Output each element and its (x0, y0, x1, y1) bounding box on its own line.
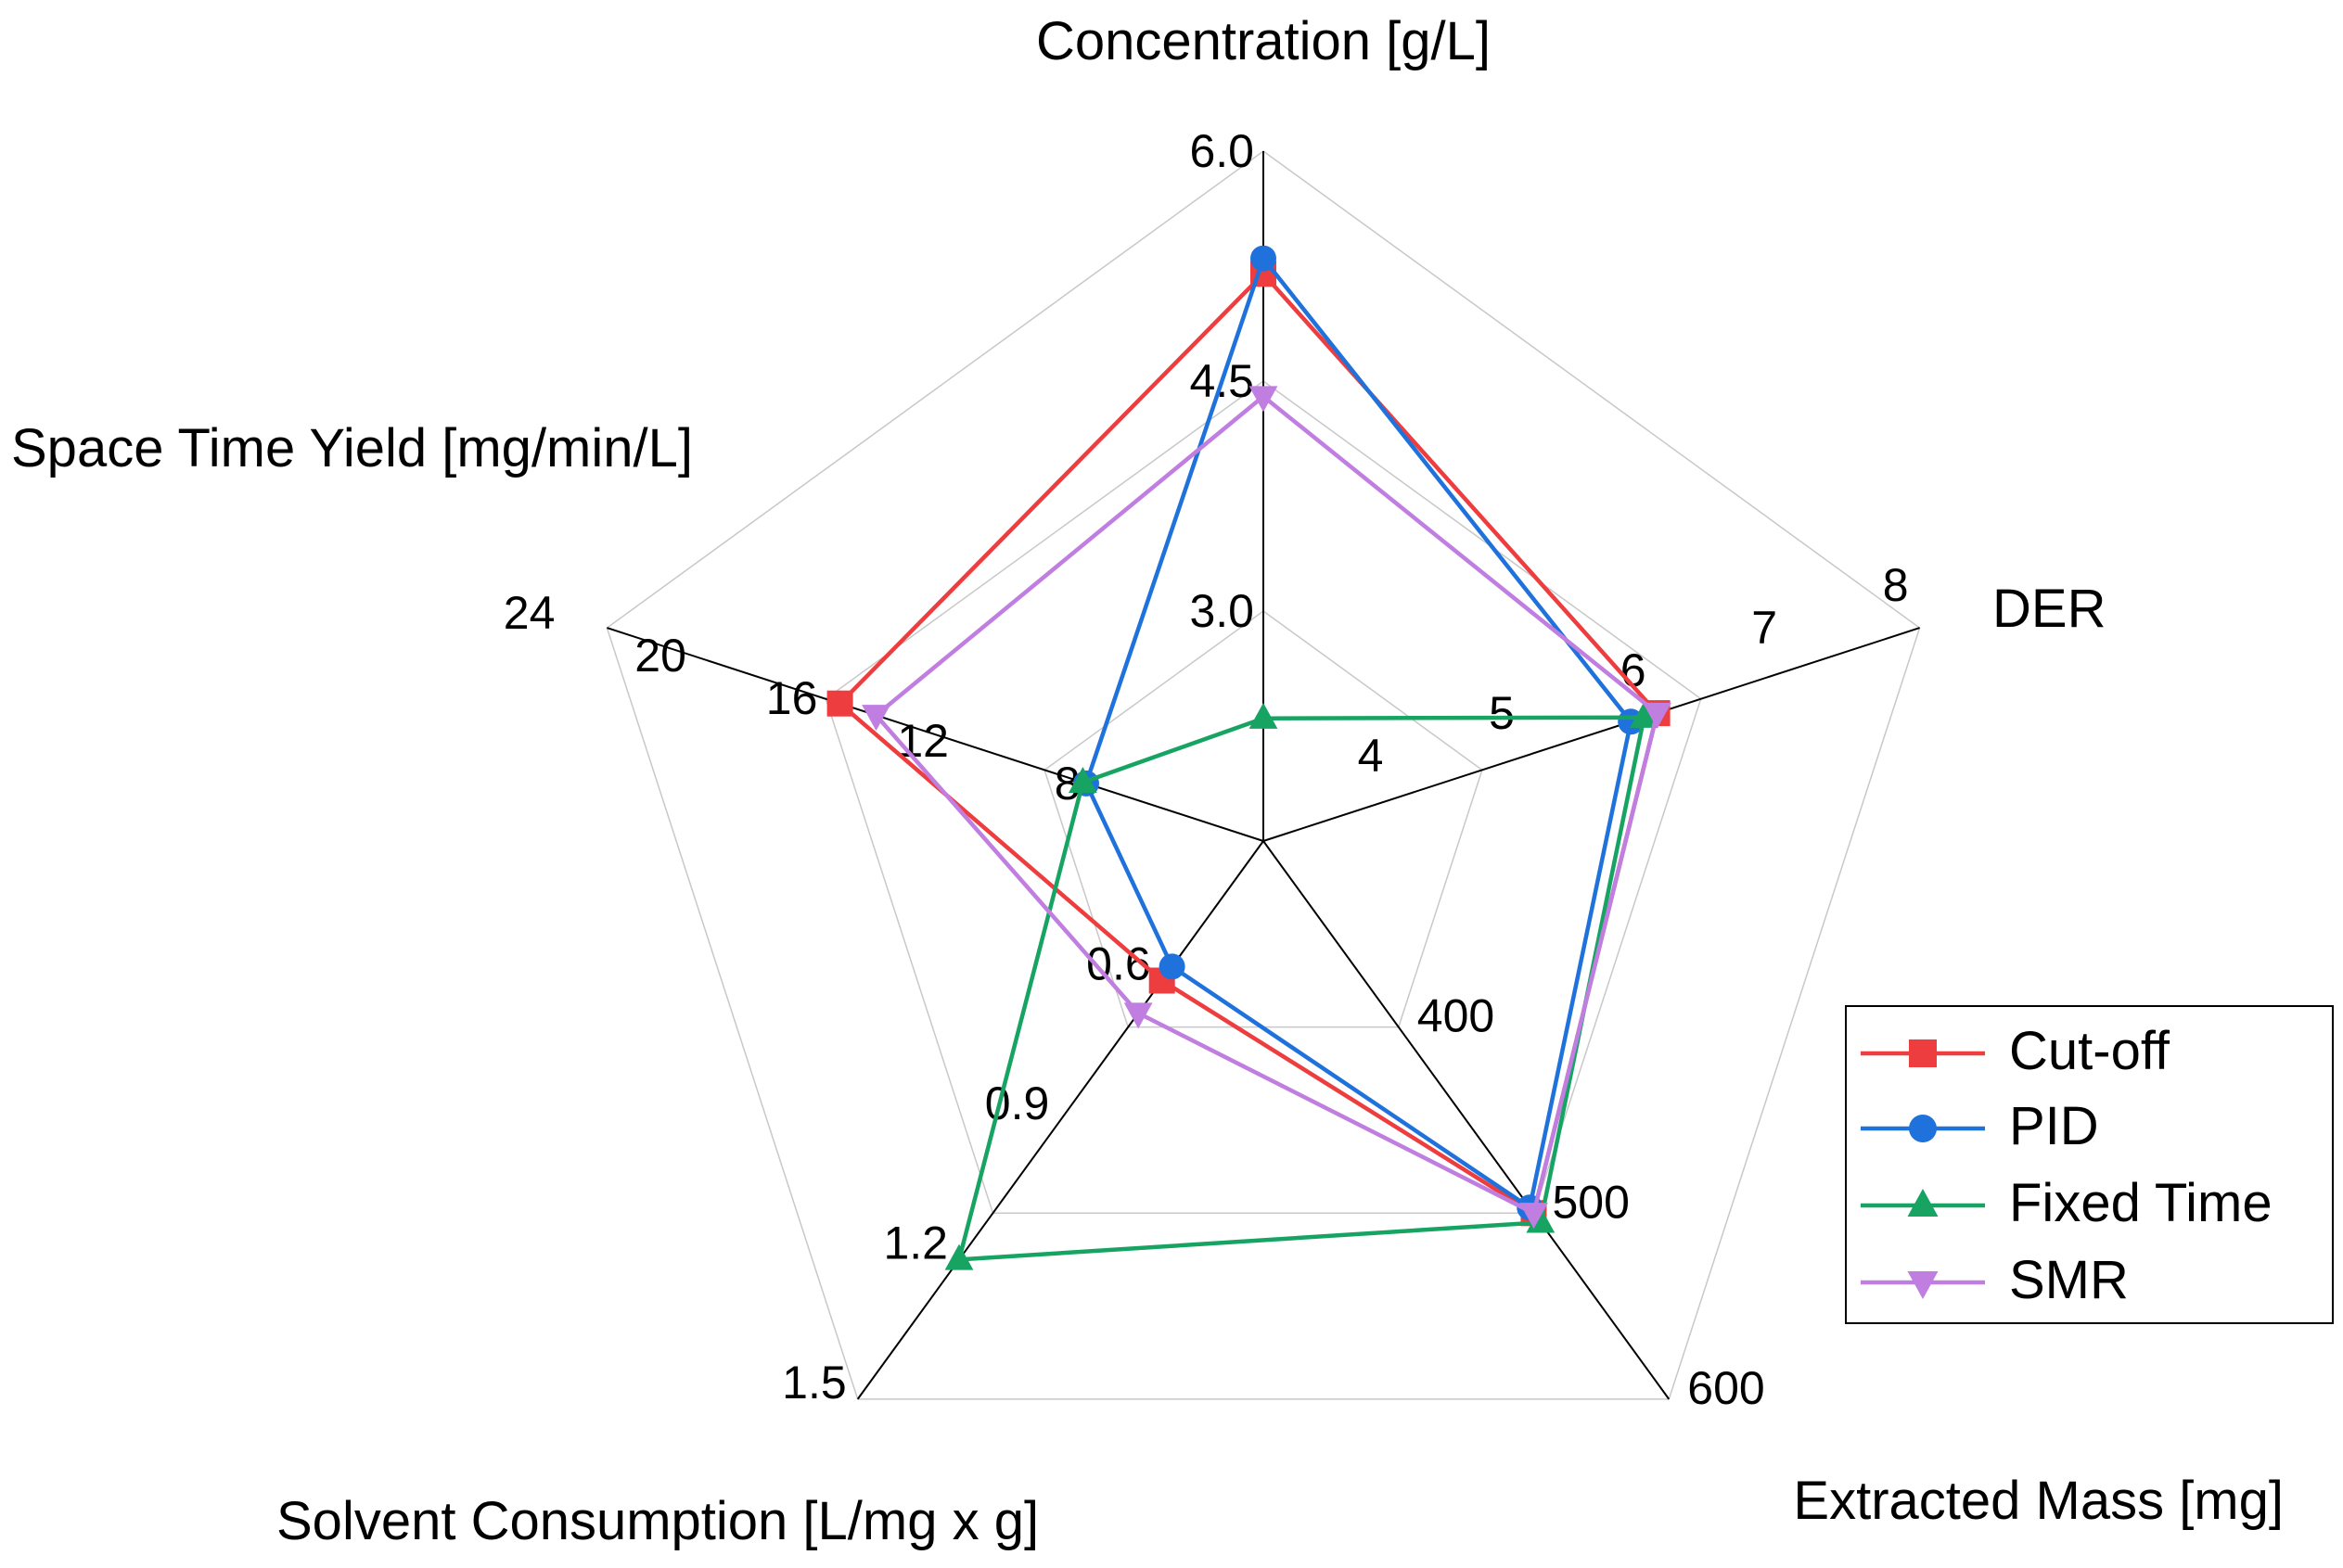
axis-line-der (1262, 627, 1920, 842)
data-point-pid-solv (1159, 953, 1185, 980)
legend-label-fixed-time: Fixed Time (2009, 1173, 2273, 1233)
series-layer (826, 245, 1671, 1270)
axis-line-mass (1262, 840, 1671, 1400)
series-line-cut-off (838, 272, 1659, 1216)
data-point-smr-der (1643, 702, 1671, 729)
legend-label-cut-off: Cut-off (2009, 1021, 2170, 1081)
data-point-fixed-time-sty (1069, 766, 1097, 793)
tick-label-sty-20: 20 (634, 630, 686, 682)
tick-label-conc-6-0: 6.0 (1189, 125, 1254, 177)
tick-label-der-8: 8 (1883, 559, 1909, 611)
series-fixed-time (944, 701, 1658, 1270)
series-smr (862, 386, 1671, 1230)
tick-label-solv-1-2: 1.2 (883, 1217, 948, 1268)
data-point-smr-sty (862, 705, 890, 732)
legend-symbol-fixed-time (1861, 1189, 1985, 1217)
axis-title-der: DER (1992, 579, 2106, 639)
axis-line-sty (607, 627, 1264, 842)
legend-label-pid: PID (2009, 1096, 2099, 1156)
data-point-cut-off-sty (826, 690, 853, 717)
series-line-fixed-time (956, 715, 1646, 1262)
series-line-smr (874, 394, 1659, 1216)
legend: Cut-off PID Fixed Time SMR (1845, 1005, 2334, 1324)
data-point-fixed-time-der (1629, 701, 1658, 728)
data-point-fixed-time-solv (944, 1243, 974, 1270)
axes-layer: 3.04.56.0456784005006000.60.91.21.581216… (504, 125, 1920, 1414)
legend-symbol-pid (1861, 1115, 1985, 1142)
tick-label-der-4: 4 (1358, 730, 1384, 782)
legend-label-smr: SMR (2009, 1250, 2129, 1310)
axis-title-solvent-consumption: Solvent Consumption [L/mg x g] (276, 1491, 1039, 1551)
axis-title-concentration: Concentration [g/L] (1036, 11, 1491, 71)
tick-label-der-5: 5 (1489, 687, 1515, 739)
legend-symbol-smr (1861, 1271, 1985, 1299)
legend-item-smr: SMR (1861, 1250, 2129, 1310)
legend-symbol-cut-off (1861, 1039, 1985, 1067)
grid-ring-3 (606, 150, 1921, 1400)
legend-marker-smr (1907, 1271, 1939, 1299)
axis-title-space-time-yield: Space Time Yield [mg/min/L] (11, 418, 693, 478)
tick-label-der-7: 7 (1751, 602, 1777, 654)
tick-label-solv-1-5: 1.5 (782, 1357, 847, 1409)
legend-item-fixed-time: Fixed Time (1861, 1173, 2273, 1233)
legend-marker-fixed-time (1907, 1189, 1939, 1217)
tick-label-sty-16: 16 (766, 672, 818, 724)
axis-line-solv (856, 840, 1264, 1400)
axis-titles: Concentration [g/L] DER Extracted Mass [… (11, 11, 2284, 1551)
data-point-smr-solv (1123, 1002, 1153, 1029)
tick-label-mass-600: 600 (1687, 1362, 1764, 1414)
tick-label-sty-24: 24 (504, 587, 556, 639)
tick-label-mass-400: 400 (1417, 990, 1494, 1042)
axis-title-extracted-mass: Extracted Mass [mg] (1793, 1471, 2284, 1531)
data-point-fixed-time-conc (1248, 702, 1278, 729)
data-point-pid-conc (1250, 245, 1276, 272)
legend-item-cut-off: Cut-off (1861, 1021, 2170, 1081)
data-point-smr-mass (1519, 1203, 1548, 1230)
tick-label-conc-3-0: 3.0 (1189, 585, 1254, 637)
legend-item-pid: PID (1861, 1096, 2099, 1156)
legend-marker-pid (1909, 1115, 1937, 1142)
tick-label-mass-500: 500 (1553, 1176, 1630, 1228)
legend-marker-cut-off (1909, 1039, 1937, 1067)
data-point-smr-conc (1248, 386, 1278, 413)
